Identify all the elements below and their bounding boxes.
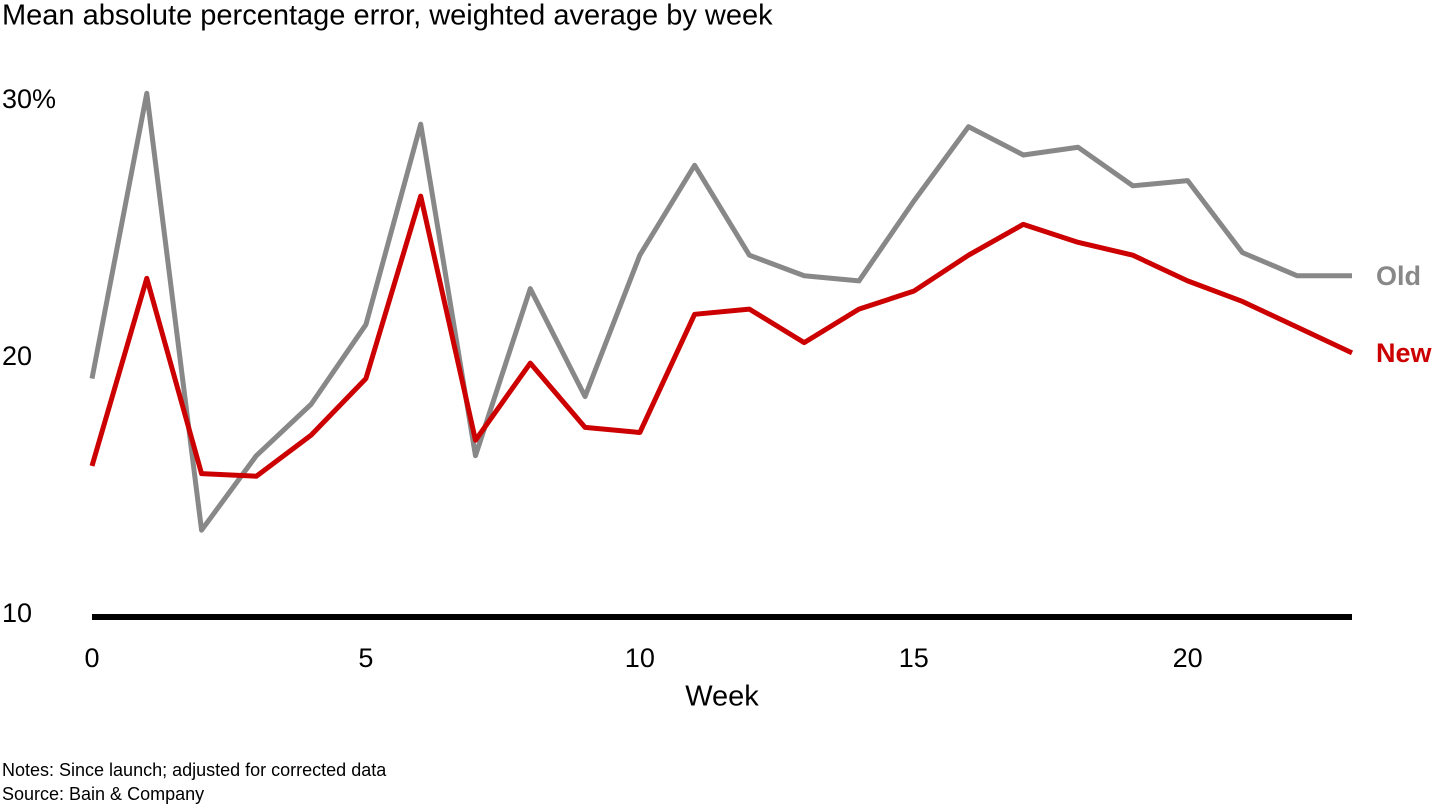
note: Notes: Since launch; adjusted for correc… <box>2 760 387 780</box>
series-line <box>89 193 1354 479</box>
x-tick-label: 10 <box>625 643 655 673</box>
x-tick-label: 20 <box>1173 643 1203 673</box>
x-tick-label: 15 <box>899 643 929 673</box>
y-tick-label: 30% <box>2 84 56 114</box>
chart-title: Mean absolute percentage error, weighted… <box>2 0 773 32</box>
series-line <box>89 90 1352 533</box>
series-label: New <box>1376 338 1433 368</box>
y-tick-label: 20 <box>2 341 32 371</box>
x-tick-label: 5 <box>358 643 373 673</box>
y-tick-label: 10 <box>2 598 32 628</box>
note: Source: Bain & Company <box>2 784 204 804</box>
x-axis-label: Week <box>685 681 759 713</box>
series-label: Old <box>1376 261 1421 291</box>
x-tick-label: 0 <box>84 643 99 673</box>
